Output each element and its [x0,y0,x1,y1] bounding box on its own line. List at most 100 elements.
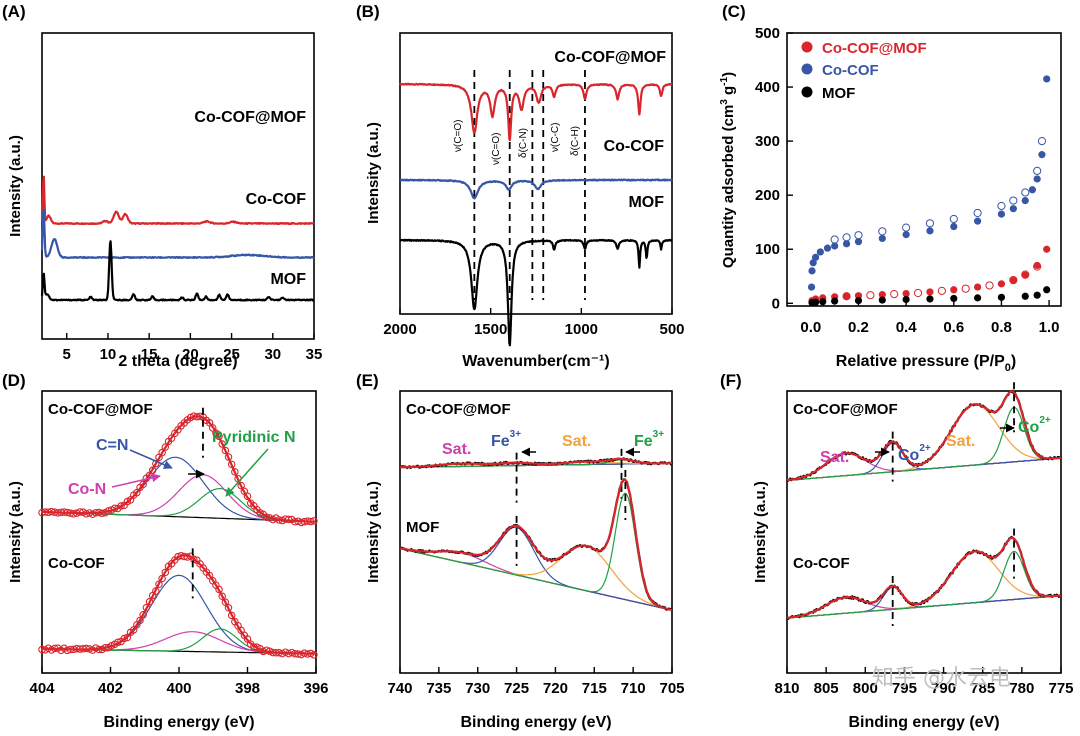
panel-c-point-adsorption [1021,271,1029,279]
panel-d-title-bottom: Co-COF [48,555,105,572]
panel-d: (D) 404 402 400 398 396 Binding energy (eV) … [2,371,329,731]
panel-e-x-tick-label: 740 [387,680,412,697]
panel-a-series-Co-COF@MOF [40,175,315,226]
panel-d-title-top: Co-COF@MOF [48,401,153,418]
panel-b-annotation-1: ν(C=O) [453,120,464,153]
panel-e-x-tick-label: 735 [426,680,451,697]
panel-e-x-tick-label: 720 [543,680,568,697]
panel-c-xtick-label: 1.0 [1039,319,1060,336]
panel-e-title-mof: MOF [406,519,439,536]
panel-a-x-tick-label: 20 [182,346,199,363]
panel-c-point-adsorption [831,242,839,250]
panel-b-annotation-2: ν(C=O) [491,133,502,166]
panel-e-component-Fe 2p3/2 [399,492,673,611]
panel-f-x-tick-label: 800 [853,680,878,697]
panel-c-point-adsorption [974,294,982,302]
panel-d-ylabel: Intensity (a.u.) [7,481,24,583]
panel-a: (A) 5 10 15 20 25 30 35 2 theta (degree) Inten… [2,2,322,370]
panel-c-point-adsorption [816,248,824,256]
panel-c-point-desorption [866,291,875,300]
panel-b-series-Co-COF [399,178,673,200]
panel-c-xlabel: Relative pressure (P/P0) [836,353,1016,374]
panel-c-point-adsorption [902,231,910,239]
panel-c-point-desorption [949,214,958,224]
panel-c-point-desorption [997,201,1006,211]
panel-d-xlabel: Binding energy (eV) [103,714,254,731]
panel-c-point-adsorption [842,240,851,248]
panel-c-point-desorption [830,235,839,244]
panel-b-x-tick-label: 1500 [474,321,507,338]
panel-d-arrow-pyridinic [225,448,269,497]
panel-f-label-co2: Co2+ [1018,415,1051,436]
panel-c-point-adsorption [902,295,910,304]
panel-e-envelope [399,457,673,469]
panel-e-label-fe1: Fe3+ [491,429,521,450]
panel-f-x-tick-label: 775 [1048,680,1073,697]
panel-c-points [807,75,1051,307]
panel-c-point-desorption [985,281,994,290]
panel-d-envelope [42,554,316,655]
panel-c-point-adsorption [842,292,851,300]
panel-e-xticks: 740 735 730 725 720 715 710 705 [387,667,685,697]
panel-c-point-adsorption [809,259,817,267]
panel-b-annotation-5: δ(C-H) [570,126,581,156]
panel-e-title-top: Co-COF@MOF [406,401,511,418]
panel-c-point-adsorption [926,288,934,296]
panel-e-x-tick-label: 710 [621,680,646,697]
panel-e-label-sat2: Sat. [562,433,591,450]
panel-e-spectra [399,448,673,612]
panel-f-spectra [786,382,1062,626]
panel-c-xtick-label: 0.6 [943,319,964,336]
panel-c-legend-marker-black [801,86,813,98]
panel-e-envelope [399,478,673,612]
panel-c-point-adsorption [1021,292,1029,300]
panel-a-xlabel: 2 theta (degree) [118,353,237,370]
panel-c-point-desorption [878,227,887,236]
panel-f-label: (F) [720,371,742,390]
panel-b: (B) 2000 1500 1000 500 Wavenumber(cm⁻¹) Int… [356,2,685,370]
panel-d-data-point [221,446,230,455]
panel-c-point-adsorption [974,283,982,291]
panel-f-title-bottom: Co-COF [793,555,850,572]
panel-c-ytick-label: 500 [755,25,780,42]
panel-e: (E) 740 735 730 725 720 715 710 705 Binding ene… [356,371,685,731]
panel-d-data-point [221,598,230,606]
panel-c-point-adsorption [819,298,827,306]
panel-c-point-adsorption [1038,151,1046,159]
panel-d-data-point [158,448,166,457]
panel-d-label-pyridinic: Pyridinic N [212,429,296,446]
panel-e-frame [399,390,673,674]
panel-f-x-tick-label: 785 [970,680,995,697]
panel-a-x-tick-label: 25 [223,346,240,363]
panel-a-series-Co-COF [40,208,315,260]
panel-b-frame [399,32,673,315]
panel-b-legend-cocofmof: Co-COF@MOF [554,49,666,66]
panel-f-x-tick-label: 795 [892,680,917,697]
panel-f-label-sat2: Sat. [946,433,975,450]
panel-c-point-adsorption [950,222,958,231]
panel-c-point-adsorption [926,295,934,303]
panel-b-series-Co-COF@MOF [399,82,673,142]
panel-c-point-desorption [961,284,970,293]
panel-d-x-tick-label: 398 [235,680,260,697]
panel-c-point-desorption [937,286,946,295]
panel-c-point-adsorption [878,234,886,243]
panel-c-ytick-label: 200 [755,187,780,204]
panel-f-frame [786,390,1062,674]
panel-f-x-tick-label: 780 [1009,680,1034,697]
panel-b-x-tick-label: 2000 [383,321,416,338]
panel-c-point-adsorption [997,280,1006,288]
panel-c-point-adsorption [1009,205,1017,213]
panel-c-ytick-label: 300 [755,133,780,150]
panel-b-xlabel: Wavenumber(cm⁻¹) [462,353,609,370]
panel-c-legend-cocofmof: Co-COF@MOF [822,40,927,57]
panel-a-frame [41,32,315,340]
panel-d-data-point [190,555,198,563]
panel-c-ticks: 0.0 0.2 0.4 0.6 0.8 1.0 0 100 200 300 400 500 [755,25,1060,336]
panel-d-data-point [224,604,233,612]
panel-c-ytick-label: 0 [772,295,780,312]
panel-c-point-adsorption [823,244,832,252]
panel-d-data-point [117,502,125,510]
panel-c: (C) 0.0 0.2 0.4 0.6 0.8 1.0 0 100 200 300 400 500 R… [719,2,1062,374]
